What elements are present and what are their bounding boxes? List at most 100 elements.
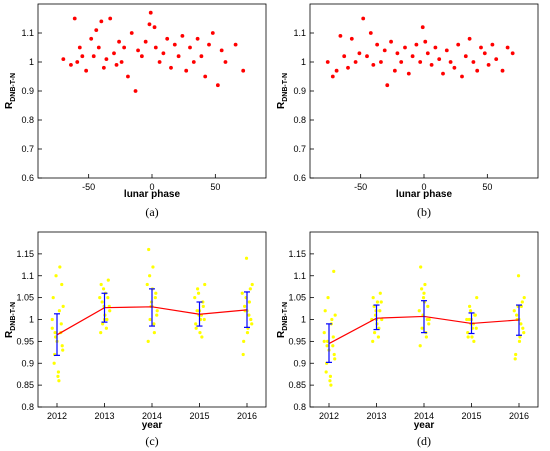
y-tick-label-b: 0.6 — [293, 173, 306, 183]
data-point-d — [519, 322, 523, 326]
data-point-c — [60, 282, 64, 287]
data-point-c — [100, 300, 104, 304]
data-point-a — [199, 54, 204, 59]
data-point-a — [139, 54, 144, 59]
data-point-a — [84, 68, 89, 73]
data-point-b — [486, 63, 491, 67]
data-point-b — [334, 68, 339, 73]
y-tick-label-a: 0.9 — [21, 86, 34, 96]
data-point-c — [243, 304, 247, 308]
data-point-b — [423, 39, 428, 44]
x-tick-label-b: -50 — [354, 182, 367, 192]
data-point-c — [108, 309, 112, 313]
x-tick-label-d: 2013 — [366, 411, 386, 421]
data-point-d — [421, 296, 426, 300]
data-point-d — [371, 339, 375, 343]
data-point-d — [424, 335, 428, 339]
data-point-d — [475, 296, 479, 300]
data-point-b — [379, 60, 383, 64]
y-axis-label-main-a: R — [4, 101, 15, 109]
data-point-d — [376, 335, 380, 339]
data-point-d — [322, 331, 326, 335]
data-point-c — [195, 309, 199, 313]
data-point-c — [105, 317, 109, 322]
data-point-a — [176, 54, 181, 59]
data-point-c — [104, 326, 108, 330]
error-bar-d — [373, 304, 380, 331]
data-point-d — [522, 331, 526, 335]
data-point-a — [219, 48, 224, 53]
data-point-c — [106, 296, 110, 300]
y-tick-label-a: 1 — [29, 57, 34, 67]
data-point-b — [346, 65, 350, 70]
data-point-b — [482, 51, 487, 56]
y-tick-label-c: 0.95 — [16, 336, 34, 346]
data-point-b — [463, 54, 468, 59]
data-point-b — [425, 51, 430, 56]
data-point-c — [203, 282, 207, 287]
svg-text:RDNB-T-N: RDNB-T-N — [276, 73, 289, 109]
data-point-a — [180, 34, 185, 38]
x-tick-label-d: 2015 — [461, 411, 481, 421]
data-point-c — [148, 317, 152, 322]
y-axis-label-sub-d: DNB-T-N — [282, 302, 289, 331]
data-point-a — [77, 45, 82, 50]
y-axis-label-main-b: R — [276, 101, 287, 109]
data-point-b — [365, 54, 369, 59]
data-point-d — [323, 309, 327, 313]
caption-a: (a) — [145, 205, 158, 219]
data-point-a — [152, 25, 157, 30]
y-tick-label-d: 1.15 — [288, 249, 306, 259]
y-tick-label-c: 1.15 — [16, 249, 34, 259]
data-point-d — [380, 317, 384, 322]
plot-area-a — [37, 3, 267, 179]
data-point-d — [466, 335, 470, 339]
error-bar-c — [244, 291, 250, 328]
data-point-b — [420, 25, 425, 30]
data-point-b — [452, 65, 457, 70]
data-point-d — [517, 339, 522, 343]
caption-d: (d) — [417, 434, 431, 448]
data-point-b — [456, 42, 461, 47]
y-tick-label-c: 1.1 — [21, 271, 34, 281]
error-bar-d — [421, 300, 427, 334]
data-point-b — [371, 63, 376, 67]
data-point-d — [423, 282, 427, 287]
y-tick-label-c: 0.8 — [21, 402, 34, 412]
data-point-a — [133, 89, 138, 93]
data-point-b — [437, 57, 442, 61]
data-point-b — [467, 36, 472, 41]
panel-d: 0.8 0.85 0.9 0.95 1 1.05 1.1 1.15 2012 2013 2014 20… — [276, 231, 539, 448]
data-point-b — [399, 60, 404, 64]
y-axis-label-main-c: R — [4, 330, 15, 338]
data-point-c — [155, 313, 159, 317]
data-point-d — [331, 335, 335, 339]
y-tick-label-d: 1 — [301, 315, 306, 325]
data-point-d — [322, 339, 326, 343]
data-point-c — [51, 296, 55, 300]
data-point-c — [196, 287, 200, 291]
data-point-d — [418, 344, 422, 348]
data-point-d — [333, 357, 337, 361]
data-point-d — [325, 344, 329, 348]
x-axis-label-c: year — [142, 420, 163, 431]
data-point-a — [108, 16, 113, 21]
data-point-c — [153, 296, 157, 300]
data-point-d — [417, 309, 421, 313]
y-axis-label-sub-a: DNB-T-N — [10, 73, 17, 102]
data-point-d — [427, 322, 431, 326]
data-point-c — [57, 309, 61, 313]
data-point-a — [99, 19, 104, 24]
data-point-a — [223, 60, 228, 64]
data-point-b — [375, 42, 380, 47]
data-point-d — [516, 274, 521, 278]
data-point-a — [75, 60, 80, 64]
data-point-c — [241, 352, 245, 357]
data-point-b — [338, 34, 343, 38]
data-point-c — [98, 296, 102, 300]
data-point-c — [61, 304, 65, 308]
error-bar-c — [149, 288, 155, 327]
data-point-a — [114, 63, 119, 67]
ticks-d: 0.8 0.85 0.9 0.95 1 1.05 1.1 1.15 2012 2013 2014 20… — [288, 249, 529, 421]
data-point-a — [184, 68, 189, 73]
